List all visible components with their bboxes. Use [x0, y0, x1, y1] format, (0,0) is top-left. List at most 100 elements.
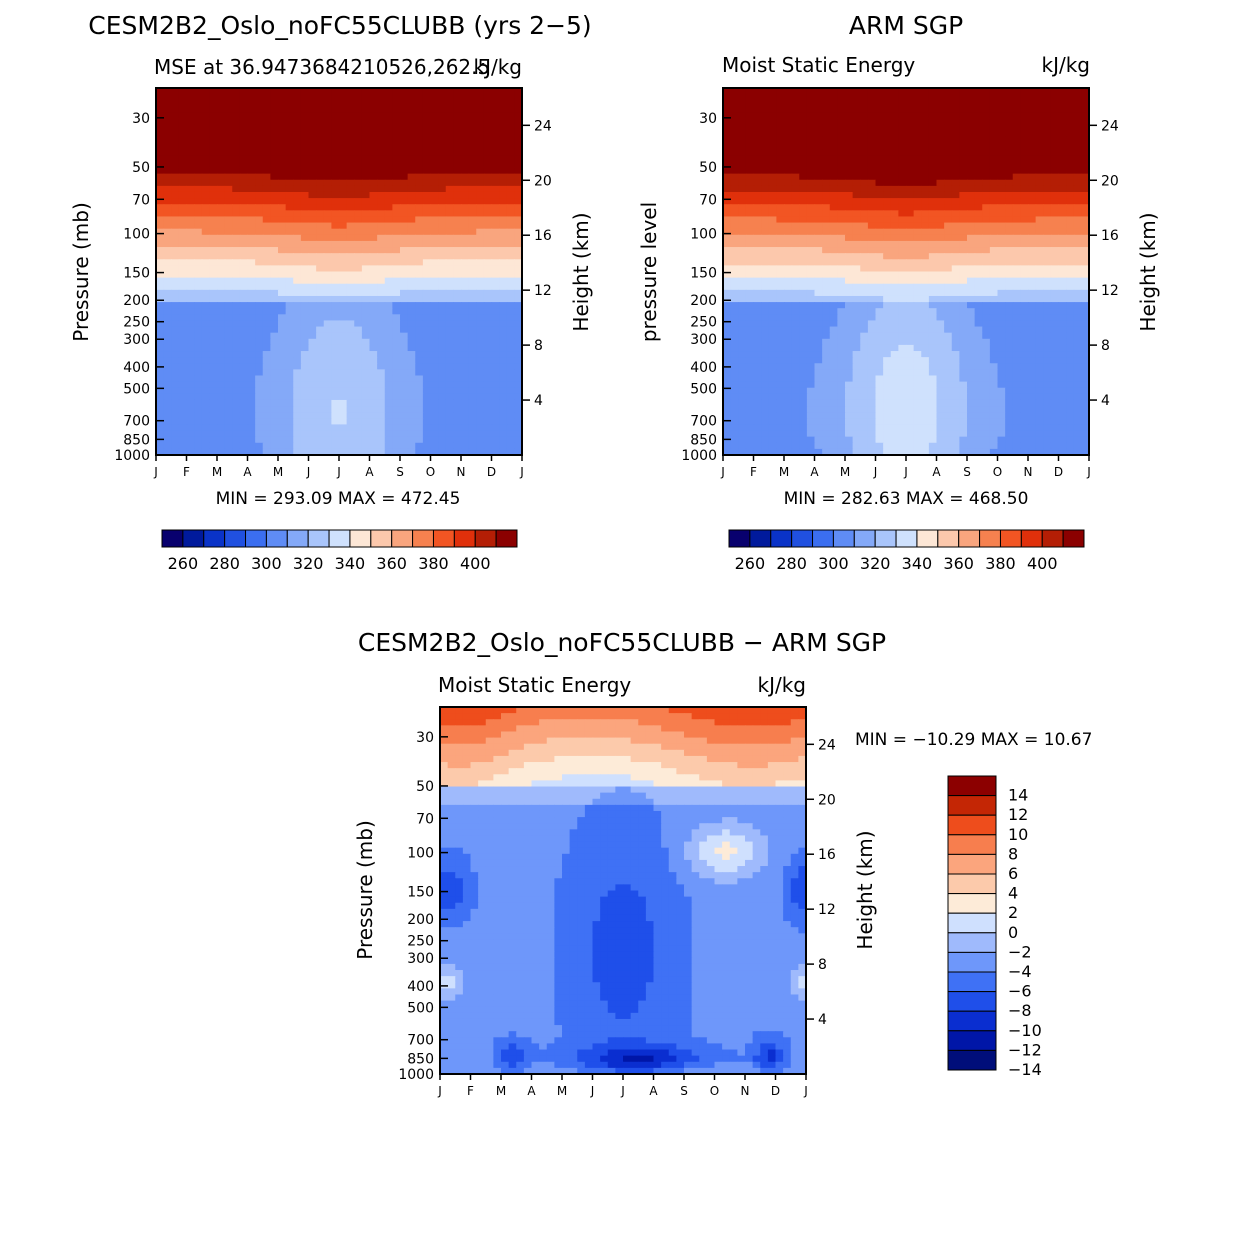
heatmap-cell [461, 448, 470, 456]
heatmap-cell [285, 283, 294, 291]
heatmap-cell [806, 112, 816, 120]
heatmap-cell [491, 369, 500, 377]
heatmap-cell [491, 228, 500, 236]
heatmap-cell [944, 185, 953, 193]
heatmap-cell [845, 320, 854, 328]
heatmap-cell [407, 106, 416, 114]
heatmap-cell [936, 130, 945, 138]
heatmap-cell [453, 375, 462, 383]
heatmap-cell [255, 259, 264, 266]
heatmap-cell [232, 436, 241, 444]
heatmap-cell [1035, 320, 1044, 328]
heatmap-cell [201, 167, 210, 175]
heatmap-cell [293, 167, 302, 175]
heatmap-cell [491, 198, 500, 205]
heatmap-cell [255, 216, 264, 224]
heatmap-cell [217, 363, 226, 370]
heatmap-cell [829, 283, 838, 291]
heatmap-cell [339, 179, 348, 187]
heatmap-cell [445, 191, 454, 199]
heatmap-cell [768, 283, 777, 291]
heatmap-cell [285, 332, 294, 340]
heatmap-cell [723, 302, 732, 309]
heatmap-cell [799, 204, 808, 211]
heatmap-cell [814, 100, 823, 107]
heatmap-cell [1058, 228, 1067, 236]
heatmap-cell [506, 326, 515, 334]
heatmap-cell [1050, 277, 1060, 285]
heatmap-cell [407, 94, 416, 101]
heatmap-cell [883, 100, 892, 107]
heatmap-cell [422, 381, 432, 389]
heatmap-cell [293, 302, 302, 309]
heatmap-cell [453, 418, 462, 426]
heatmap-cell [730, 204, 739, 211]
heatmap-cell [270, 228, 279, 236]
heatmap-cell [921, 210, 930, 218]
heatmap-cell [761, 295, 770, 303]
heatmap-cell [829, 228, 838, 236]
heatmap-cell [483, 179, 493, 187]
obs-panel: ARM SGP Moist Static Energy kJ/kg 305070… [637, 11, 1160, 573]
heatmap-cell [1020, 289, 1029, 297]
heatmap-cell [967, 216, 976, 224]
heatmap-cell [1081, 247, 1090, 254]
heatmap-cell [921, 234, 930, 242]
heatmap-cell [1081, 204, 1090, 211]
heatmap-cell [361, 448, 371, 456]
heatmap-cell [768, 185, 777, 193]
heatmap-cell [1020, 204, 1029, 211]
heatmap-cell [400, 357, 409, 364]
heatmap-cell [967, 185, 976, 193]
heatmap-cell [898, 185, 907, 193]
heatmap-cell [415, 295, 424, 303]
heatmap-cell [768, 161, 777, 169]
heatmap-cell [921, 271, 930, 279]
heatmap-cell [392, 216, 401, 224]
heatmap-cell [506, 369, 515, 377]
heatmap-cell [156, 240, 165, 248]
heatmap-cell [1081, 234, 1090, 242]
heatmap-cell [951, 88, 960, 95]
heatmap-cell [171, 228, 180, 236]
heatmap-cell [499, 136, 508, 144]
heatmap-cell [799, 308, 808, 315]
heatmap-cell [186, 436, 195, 444]
heatmap-cell [890, 338, 899, 346]
heatmap-cell [438, 295, 447, 303]
heatmap-cell [1012, 100, 1021, 107]
heatmap-cell [323, 185, 332, 193]
heatmap-cell [506, 295, 515, 303]
heatmap-cell [730, 112, 739, 120]
heatmap-cell [875, 253, 884, 260]
heatmap-cell [1081, 314, 1090, 322]
heatmap-cell [506, 283, 515, 291]
heatmap-cell [506, 118, 515, 126]
heatmap-cell [738, 167, 747, 175]
heatmap-cell [967, 302, 976, 309]
heatmap-cell [377, 406, 386, 413]
heatmap-cell [1058, 216, 1067, 224]
heatmap-cell [776, 295, 785, 303]
heatmap-cell [323, 222, 332, 230]
heatmap-cell [1012, 259, 1021, 266]
heatmap-cell [407, 308, 416, 315]
heatmap-cell [1073, 277, 1082, 285]
heatmap-cell [875, 302, 884, 309]
heatmap-cell [323, 106, 332, 114]
heatmap-cell [400, 173, 409, 181]
heatmap-cell [860, 100, 869, 107]
heatmap-cell [738, 216, 747, 224]
heatmap-cell [1066, 112, 1075, 120]
heatmap-cell [845, 332, 854, 340]
heatmap-cell [944, 161, 953, 169]
heatmap-cell [361, 173, 371, 181]
heatmap-cell [255, 295, 264, 303]
heatmap-cell [468, 424, 477, 432]
heatmap-cell [898, 198, 907, 205]
heatmap-cell [361, 179, 371, 187]
heatmap-cell [285, 412, 294, 419]
heatmap-cell [753, 155, 762, 162]
heatmap-cell [1020, 94, 1029, 101]
heatmap-cell [951, 234, 960, 242]
